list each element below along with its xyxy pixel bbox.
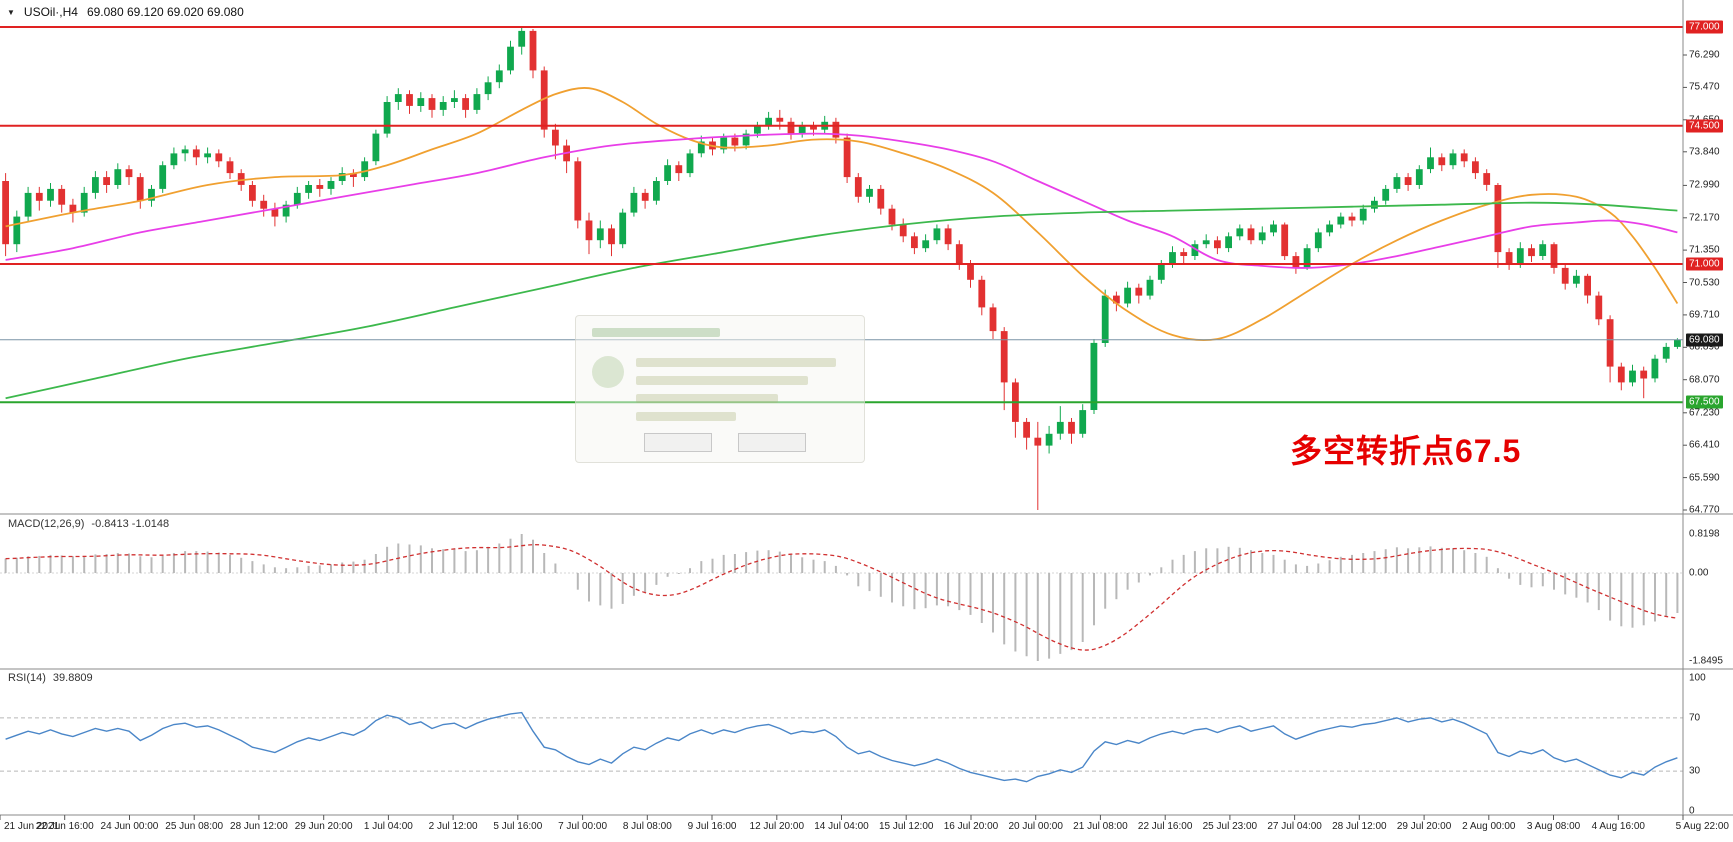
price-line-badge: 71.000: [1686, 257, 1723, 271]
rsi-value: 39.8809: [52, 672, 93, 684]
time-axis-label: 5 Jul 16:00: [493, 821, 543, 832]
time-axis-label: 16 Jul 20:00: [943, 821, 999, 832]
watermark-text-line: [592, 328, 720, 337]
rsi-axis-label: 30: [1689, 765, 1701, 777]
symbol-timeframe-label: USOil·,H4: [23, 5, 78, 19]
time-axis-label: 2 Aug 00:00: [1462, 821, 1516, 832]
macd-axis-label: -1.8495: [1689, 655, 1723, 667]
watermark-text-line: [636, 358, 836, 367]
price-axis-label: 75.470: [1689, 81, 1720, 93]
time-axis-label: 27 Jul 04:00: [1267, 821, 1322, 832]
time-axis-label: 28 Jun 12:00: [230, 821, 288, 832]
price-axis-label: 72.990: [1689, 179, 1720, 191]
price-axis-label: 76.290: [1689, 49, 1720, 61]
macd-title: MACD(12,26,9): [8, 518, 85, 530]
time-axis-label: 9 Jul 16:00: [687, 821, 737, 832]
time-axis-label: 5 Aug 22:00: [1675, 821, 1729, 832]
price-axis-label: 73.840: [1689, 146, 1720, 158]
watermark-text-line: [636, 376, 808, 385]
price-axis-label: 68.890: [1689, 341, 1720, 353]
rsi-title: RSI(14): [8, 672, 46, 684]
time-axis-label: 25 Jul 23:00: [1202, 821, 1258, 832]
watermark-text-line: [636, 412, 736, 421]
price-axis-label: 70.530: [1689, 277, 1720, 289]
rsi-axis-label: 0: [1689, 805, 1695, 817]
time-axis-label: 4 Aug 16:00: [1591, 821, 1645, 832]
time-axis-label: 21 Jul 08:00: [1073, 821, 1128, 832]
current-price-badge: 69.080: [1686, 333, 1723, 347]
time-axis-label: 29 Jul 20:00: [1396, 821, 1452, 832]
price-line-badge: 77.000: [1686, 20, 1723, 34]
rsi-indicator-label: RSI(14) 39.8809: [8, 672, 93, 684]
time-axis-label: 22 Jul 16:00: [1137, 821, 1193, 832]
price-axis-label: 64.770: [1689, 504, 1720, 516]
chart-header: ▼ USOil·,H4 69.080 69.120 69.020 69.080: [7, 5, 244, 19]
time-axis-label: 14 Jul 04:00: [814, 821, 869, 832]
watermark-text-line: [636, 394, 778, 403]
price-axis-label: 65.590: [1689, 472, 1720, 484]
price-axis-label: 66.410: [1689, 439, 1720, 451]
time-axis-label: 12 Jul 20:00: [749, 821, 805, 832]
time-axis-label: 24 Jun 00:00: [100, 821, 159, 832]
watermark-overlay: [575, 315, 865, 463]
watermark-button: [644, 433, 712, 452]
macd-axis-label: 0.00: [1689, 567, 1709, 579]
time-axis-label: 29 Jun 20:00: [294, 821, 353, 832]
time-axis-label: 3 Aug 08:00: [1526, 821, 1581, 832]
time-axis-label: 22 Jun 16:00: [35, 821, 94, 832]
macd-axis-label: 0.8198: [1689, 528, 1720, 540]
rsi-axis-label: 70: [1689, 712, 1701, 724]
price-line-badge: 67.500: [1686, 395, 1723, 409]
price-axis-label: 71.350: [1689, 244, 1720, 256]
time-axis-label: 7 Jul 00:00: [558, 821, 608, 832]
time-axis-label: 15 Jul 12:00: [878, 821, 934, 832]
price-axis-label: 68.070: [1689, 374, 1720, 386]
price-axis-label: 72.170: [1689, 212, 1720, 224]
macd-values: -0.8413 -1.0148: [91, 518, 170, 530]
time-axis-label: 8 Jul 08:00: [622, 821, 672, 832]
trend-annotation: 多空转折点67.5: [1290, 433, 1522, 469]
watermark-logo: [592, 356, 624, 388]
price-axis: 76.29075.47074.65073.84072.99072.17071.3…: [1686, 0, 1733, 842]
time-axis-label: 1 Jul 04:00: [363, 821, 413, 832]
rsi-axis-label: 100: [1689, 672, 1706, 684]
watermark-button: [738, 433, 806, 452]
time-axis-label: 20 Jul 00:00: [1008, 821, 1063, 832]
price-axis-label: 67.230: [1689, 407, 1720, 419]
time-axis-label: 28 Jul 12:00: [1332, 821, 1387, 832]
price-axis-label: 69.710: [1689, 309, 1720, 321]
time-axis: 21 Jun 2021 22 Jun 16:00 24 Jun 00:00 25 Ju…: [0, 815, 1733, 842]
collapse-arrow-icon[interactable]: ▼: [7, 7, 15, 17]
price-line-badge: 74.500: [1686, 119, 1723, 133]
time-axis-label: 25 Jun 08:00: [165, 821, 224, 832]
time-axis-label: 2 Jul 12:00: [428, 821, 478, 832]
ohlc-values-label: 69.080 69.120 69.020 69.080: [86, 5, 244, 19]
time-axis-label: 21 Jun 2021: [4, 821, 60, 832]
macd-indicator-label: MACD(12,26,9) -0.8413 -1.0148: [8, 518, 169, 530]
